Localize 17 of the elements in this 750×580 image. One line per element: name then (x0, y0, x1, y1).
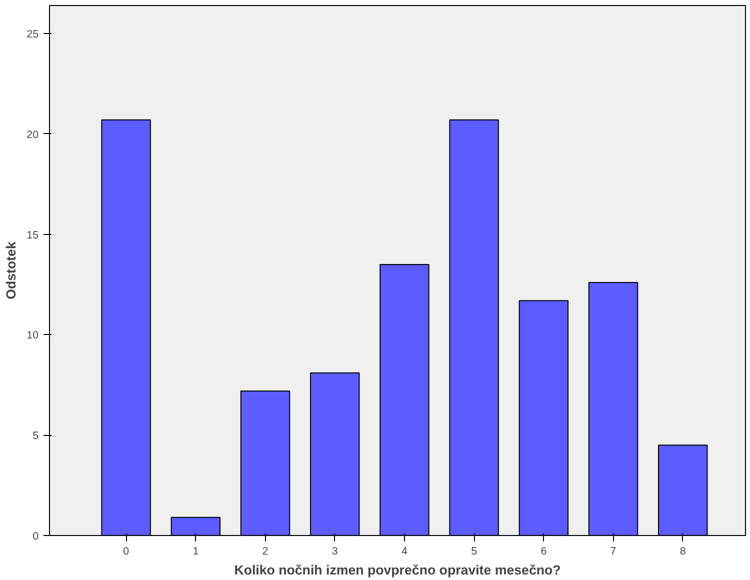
x-tick-label: 7 (610, 546, 616, 558)
y-tick-label: 15 (26, 229, 39, 242)
y-tick-label: 5 (32, 430, 39, 442)
x-tick-label: 5 (471, 546, 478, 558)
y-axis-title: Odstotek (4, 241, 19, 300)
y-tick-label: 10 (26, 330, 39, 342)
x-tick-label: 0 (123, 546, 130, 558)
x-tick-label: 6 (540, 546, 547, 558)
x-tick-label: 4 (401, 546, 408, 558)
x-tick-label: 3 (332, 546, 338, 558)
x-axis-title: Koliko nočnih izmen povprečno opravite mesečno? (234, 562, 561, 578)
x-tick-label: 8 (680, 546, 686, 558)
x-tick-label: 1 (192, 546, 199, 558)
y-tick-label: 20 (26, 128, 39, 141)
y-tick-label: 25 (26, 28, 39, 41)
x-tick-label: 2 (262, 546, 268, 558)
y-tick-label: 0 (32, 530, 39, 542)
